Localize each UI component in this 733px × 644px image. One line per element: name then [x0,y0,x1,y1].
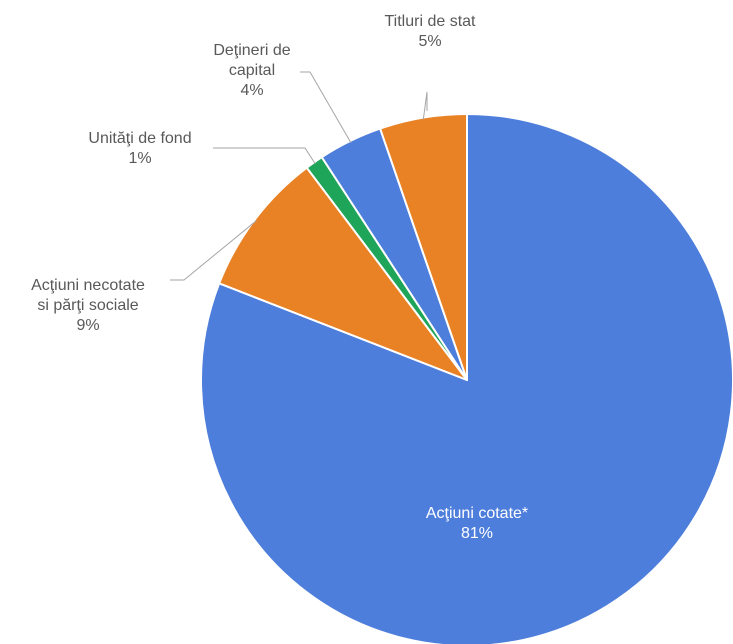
pie-slice [218,166,468,381]
leader-line [300,71,352,144]
slice-category-label: Acţiuni cotate* [426,505,528,522]
slice-labels: Acţiuni cotate* 81% Acţiuni necotate si păr… [31,13,528,542]
leader-line [422,91,428,120]
slice-category-label: si părţi sociale [37,297,138,314]
leader-line [170,220,257,281]
leader-line [213,147,316,165]
slice-percent-label: 1% [128,150,151,167]
slice-category-label: Titluri de stat [385,13,477,30]
slice-category-label: capital [229,62,275,79]
slice-percent-label: 4% [240,82,263,99]
slice-percent-label: 5% [418,33,441,50]
slice-percent-label: 81% [461,525,493,542]
pie-slice [379,113,468,381]
slice-category-label: Unităţi de fond [88,130,191,147]
slice-category-label: Acţiuni necotate [31,277,145,294]
slice-percent-label: 9% [76,317,99,334]
leader-lines [170,71,428,281]
pie-slices [200,113,733,644]
slice-category-label: Deţineri de [213,42,290,59]
